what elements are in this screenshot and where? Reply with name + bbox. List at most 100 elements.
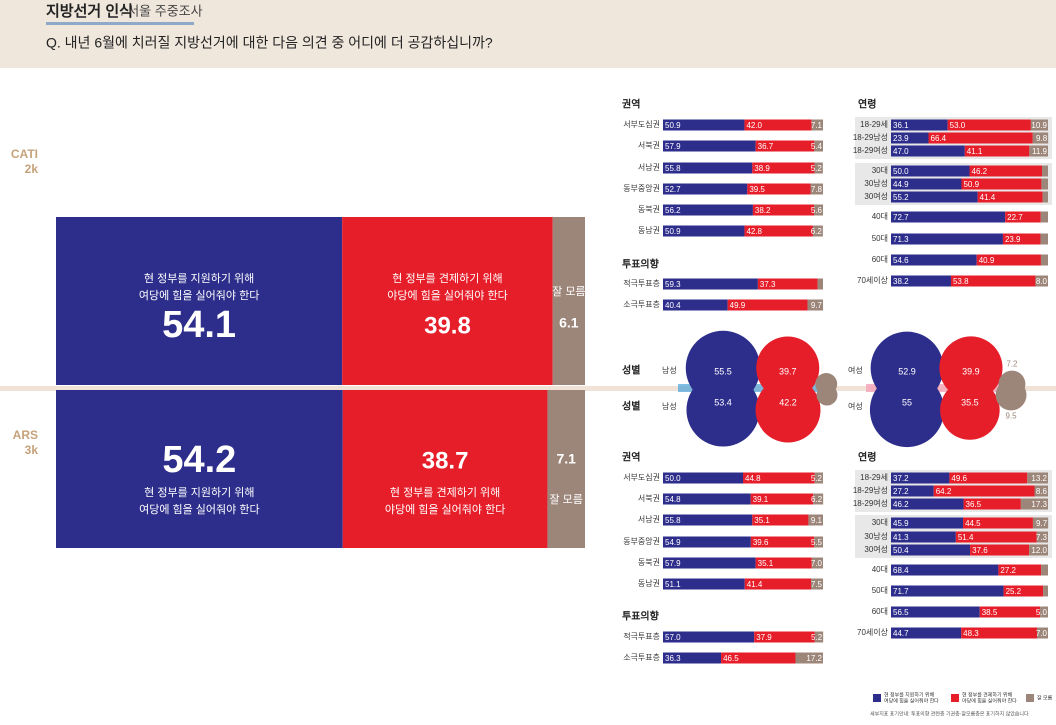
row-label: 동남권 xyxy=(638,225,660,235)
row-label: 서부도심권 xyxy=(623,119,660,129)
row-value: 53.0 xyxy=(950,121,966,130)
row-bar xyxy=(1032,132,1049,144)
row-label: 18-29세 xyxy=(860,120,888,129)
row-bar xyxy=(891,178,962,190)
row-bar xyxy=(891,145,965,157)
row-value: 45.9 xyxy=(893,519,909,528)
row-bar xyxy=(752,204,815,216)
row-bar xyxy=(814,162,823,174)
row-bar xyxy=(976,254,1041,266)
section-title: 투표의향 xyxy=(622,610,660,623)
row-bar xyxy=(933,485,1035,497)
legend-swatch xyxy=(873,694,881,702)
row-bar xyxy=(814,536,823,548)
row-bar xyxy=(721,652,796,664)
row-value: 27.2 xyxy=(893,487,909,496)
row-value: 49.9 xyxy=(730,301,746,310)
row-bar xyxy=(1042,191,1048,203)
row-label: 40대 xyxy=(872,212,888,221)
gender-value: 39.7 xyxy=(779,366,797,376)
row-bar xyxy=(663,557,756,569)
row-value: 8.6 xyxy=(1036,487,1048,496)
row-value: 38.2 xyxy=(755,206,771,215)
method-label: ARS xyxy=(13,428,38,442)
row-label: 소극투표층 xyxy=(623,300,660,309)
row-bar xyxy=(1037,627,1048,639)
row-bar xyxy=(1043,585,1048,597)
gender-label: 남성 xyxy=(662,366,677,375)
option-text: 현 정부를 견제하기 위해 xyxy=(390,485,500,499)
row-bar xyxy=(977,191,1043,203)
legend-text: 잘 모름 xyxy=(1037,694,1053,701)
row-bar xyxy=(891,564,999,576)
row-bar xyxy=(795,652,823,664)
row-value: 7.0 xyxy=(811,559,823,568)
row-label: 18-29남성 xyxy=(853,133,888,142)
row-bar xyxy=(663,652,722,664)
row-value: 50.0 xyxy=(665,474,681,483)
section-title: 권역 xyxy=(622,451,640,464)
sample-label: 3k xyxy=(25,443,39,457)
row-bar xyxy=(663,225,745,237)
row-bar xyxy=(752,514,809,526)
row-value: 9.8 xyxy=(1036,134,1048,143)
row-value: 47.0 xyxy=(893,147,909,156)
main-bar xyxy=(547,390,585,548)
legend-text: 현 정부를 지원하기 위해 xyxy=(884,691,935,698)
row-bar xyxy=(961,178,1042,190)
row-bar xyxy=(891,585,1004,597)
option-text: 여당에 힘을 실어줘야 한다 xyxy=(139,289,260,302)
row-value: 25.2 xyxy=(1006,587,1022,596)
row-label: 30여성 xyxy=(864,544,888,554)
row-label: 동부중앙권 xyxy=(623,536,660,546)
row-value: 55.2 xyxy=(893,193,909,202)
option-text: 현 정부를 지원하기 위해 xyxy=(144,485,254,499)
row-bar xyxy=(663,472,743,484)
row-bar xyxy=(663,183,748,195)
row-value: 17.3 xyxy=(1031,500,1047,509)
row-value: 50.0 xyxy=(893,167,909,176)
main-bar xyxy=(56,390,343,548)
row-value: 51.4 xyxy=(958,533,974,542)
row-value: 54.8 xyxy=(665,495,681,504)
row-value: 5.6 xyxy=(811,206,823,215)
legend-text: 현 정부를 견제하기 위해 xyxy=(962,691,1013,698)
row-bar xyxy=(891,211,1006,223)
row-value: 44.9 xyxy=(893,180,909,189)
row-value: 50.9 xyxy=(963,180,979,189)
sample-label: 2k xyxy=(25,162,39,176)
row-bar xyxy=(663,278,758,290)
row-bar xyxy=(814,204,823,216)
row-value: 11.9 xyxy=(1032,147,1048,156)
row-value: 5.4 xyxy=(811,142,823,151)
row-bar xyxy=(744,119,812,131)
row-bar xyxy=(891,233,1003,245)
row-label: 동남권 xyxy=(638,578,660,588)
footnote: 세부지표 표기안내: 투표의향 관련층 기권층·잘모름층은 표기하지 않았습니다 xyxy=(870,710,1029,717)
row-bar xyxy=(998,564,1042,576)
row-bar xyxy=(970,544,1030,556)
row-value: 23.9 xyxy=(893,134,909,143)
row-bar xyxy=(813,493,824,505)
row-label: 서남권 xyxy=(638,514,660,524)
row-value: 46.2 xyxy=(893,500,909,509)
row-label: 서부도심권 xyxy=(623,472,660,482)
row-value: 57.9 xyxy=(665,142,681,151)
row-value: 41.3 xyxy=(893,533,909,542)
row-value: 57.0 xyxy=(665,633,681,642)
row-bar xyxy=(663,578,745,590)
row-value: 50.4 xyxy=(893,546,909,555)
row-value: 13.2 xyxy=(1031,474,1047,483)
row-bar xyxy=(663,204,753,216)
row-bar xyxy=(663,631,755,643)
row-label: 50대 xyxy=(872,234,888,243)
row-label: 동북권 xyxy=(638,557,660,567)
row-bar xyxy=(1029,145,1048,157)
option-text: 야당에 힘을 실어줘야 한다 xyxy=(385,503,506,516)
row-bar xyxy=(891,531,956,543)
circle-labels: 55.5 39.7 52.9 39.9 7.2 53.4 42.2 55 35.5 9.5 xyxy=(714,360,1018,421)
row-value: 41.4 xyxy=(747,580,763,589)
row-bar xyxy=(891,472,950,484)
main-value: 54.1 xyxy=(162,304,236,346)
